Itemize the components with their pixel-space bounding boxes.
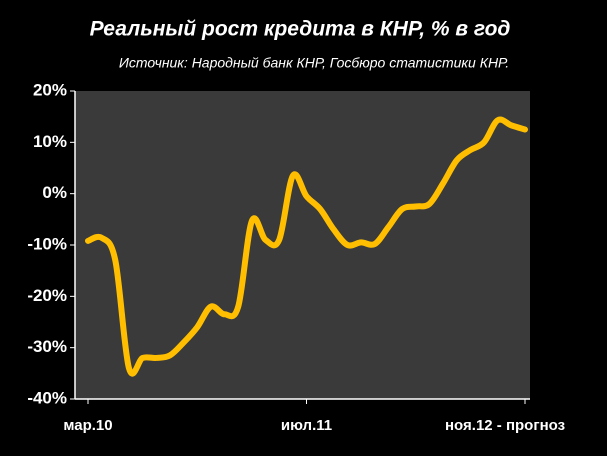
x-tick-label: июл.11: [281, 417, 332, 434]
y-tick-label: 0%: [42, 183, 67, 202]
plot-area: [75, 91, 530, 399]
x-tick-label: ноя.12 - прогноз: [445, 417, 565, 434]
y-tick-label: -10%: [27, 234, 67, 253]
chart-subtitle: Источник: Народный банк КНР, Госбюро ста…: [119, 55, 509, 71]
y-tick-label: -30%: [27, 337, 67, 356]
x-tick-label: мар.10: [63, 417, 112, 434]
y-tick-label: -20%: [27, 286, 67, 305]
line: [85, 116, 528, 377]
y-tick-label: 20%: [33, 80, 67, 99]
y-tick-label: -40%: [27, 388, 67, 407]
chart-title: Реальный рост кредита в КНР, % в год: [90, 18, 511, 41]
y-tick-label: 10%: [33, 132, 67, 151]
